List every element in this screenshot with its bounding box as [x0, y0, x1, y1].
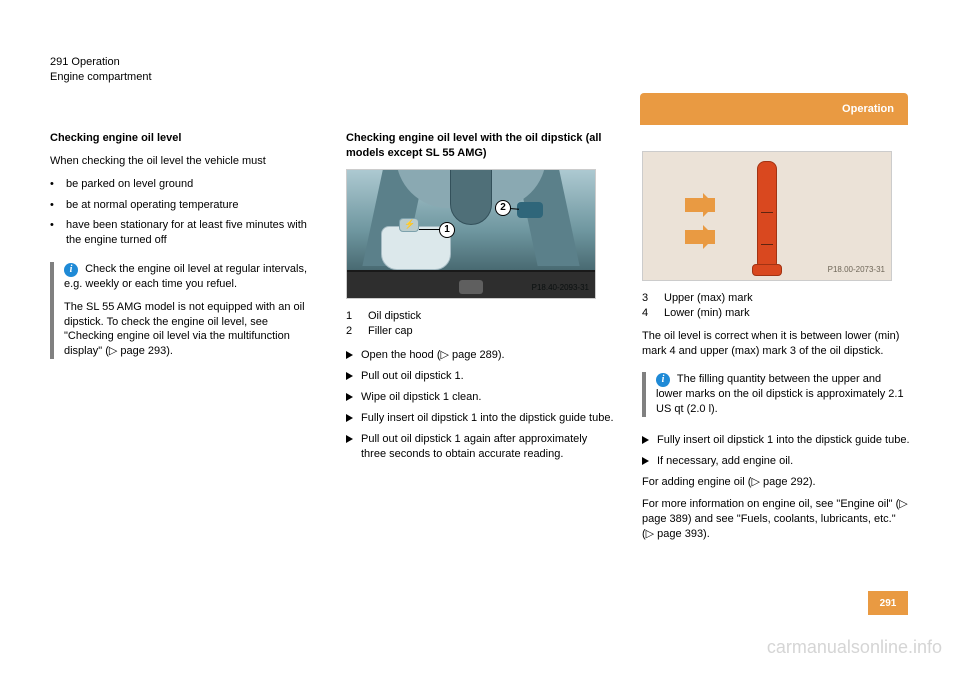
col2-caption: Checking engine oil level with the oil d…: [346, 131, 614, 161]
col1-item-2: • have been stationary for at least five…: [50, 218, 318, 248]
callout-2: 2: [495, 200, 511, 216]
column-3: P18.00-2073-31 3 Upper (max) mark 4 Lowe…: [642, 131, 910, 550]
arrow-max: [685, 198, 715, 212]
info-text: Check the engine oil level at regular in…: [64, 263, 307, 290]
chapter-tab-label: Operation: [842, 103, 894, 115]
info-icon: i: [64, 263, 78, 277]
header-left: 291 Operation Engine compartment: [50, 55, 610, 85]
col1-heading: Checking engine oil level: [50, 131, 318, 146]
legend-label: Filler cap: [368, 324, 413, 339]
legend-row-1: 1 Oil dipstick: [346, 309, 614, 324]
column-1: Checking engine oil level When checking …: [50, 131, 318, 367]
col2-step-2: Pull out oil dipstick 1.: [346, 369, 614, 384]
info-block-2: i The filling quantity between the upper…: [642, 372, 910, 417]
step-label: Wipe oil dipstick 1 clean.: [361, 390, 481, 405]
info-3: i The filling quantity between the upper…: [656, 372, 910, 417]
info-icon: i: [656, 373, 670, 387]
col2-step-3: Wipe oil dipstick 1 clean.: [346, 390, 614, 405]
list-item-label: be parked on level ground: [66, 177, 193, 192]
section-title: Engine compartment: [789, 77, 898, 89]
legend-label: Lower (min) mark: [664, 306, 750, 321]
info-text: The filling quantity between the upper a…: [656, 373, 904, 415]
step-label: Fully insert oil dipstick 1 into the dip…: [657, 433, 910, 448]
col2-step-5: Pull out oil dipstick 1 again after appr…: [346, 432, 614, 462]
info-block-1: i Check the engine oil level at regular …: [50, 262, 318, 359]
figure-dip-ref: P18.00-2073-31: [828, 265, 885, 276]
col1-item-0: • be parked on level ground: [50, 177, 318, 192]
dipstick-graphic: [757, 161, 777, 271]
legend-col2: 1 Oil dipstick 2 Filler cap: [346, 309, 614, 339]
header-line1: 291 Operation: [50, 55, 610, 70]
legend-row-3: 3 Upper (max) mark: [642, 291, 910, 306]
col3-p2: For adding engine oil (▷ page 292).: [642, 475, 910, 490]
step-label: If necessary, add engine oil.: [657, 454, 793, 469]
step-label: Pull out oil dipstick 1.: [361, 369, 464, 384]
col1-item-1: • be at normal operating temperature: [50, 198, 318, 213]
arrow-min: [685, 230, 715, 244]
col3-step-1: Fully insert oil dipstick 1 into the dip…: [642, 433, 910, 448]
callout-1: 1: [439, 222, 455, 238]
step-label: Open the hood (▷ page 289).: [361, 348, 505, 363]
col3-step-2: If necessary, add engine oil.: [642, 454, 910, 469]
step-label: Pull out oil dipstick 1 again after appr…: [361, 432, 614, 462]
legend-label: Oil dipstick: [368, 309, 421, 324]
col1-p1: When checking the oil level the vehicle …: [50, 154, 318, 169]
watermark: carmanualsonline.info: [767, 637, 942, 658]
page: 291 Operation Engine compartment Engine …: [50, 55, 908, 615]
figure-engine: 1 2 P18.40-2093-31: [346, 169, 596, 299]
info-2: The SL 55 AMG model is not equipped with…: [64, 300, 318, 359]
legend-label: Upper (max) mark: [664, 291, 753, 306]
figure-engine-ref: P18.40-2093-31: [532, 283, 589, 294]
figure-dipstick: P18.00-2073-31: [642, 151, 892, 281]
info-1: i Check the engine oil level at regular …: [64, 262, 318, 292]
column-2: Checking engine oil level with the oil d…: [346, 131, 614, 467]
list-item-label: have been stationary for at least five m…: [66, 218, 318, 248]
legend-row-2: 2 Filler cap: [346, 324, 614, 339]
header-line2: Engine compartment: [50, 70, 610, 85]
col2-step-1: Open the hood (▷ page 289).: [346, 348, 614, 363]
page-number: 291: [868, 591, 908, 615]
legend-col3: 3 Upper (max) mark 4 Lower (min) mark: [642, 291, 910, 321]
page-number-value: 291: [880, 598, 897, 609]
chapter-tab: Engine compartment Operation: [640, 93, 908, 125]
page-header: 291 Operation Engine compartment Engine …: [50, 55, 908, 125]
legend-row-4: 4 Lower (min) mark: [642, 306, 910, 321]
col3-p1: The oil level is correct when it is betw…: [642, 329, 910, 359]
col3-p3: For more information on engine oil, see …: [642, 497, 910, 542]
col2-step-4: Fully insert oil dipstick 1 into the dip…: [346, 411, 614, 426]
list-item-label: be at normal operating temperature: [66, 198, 238, 213]
step-label: Fully insert oil dipstick 1 into the dip…: [361, 411, 614, 426]
